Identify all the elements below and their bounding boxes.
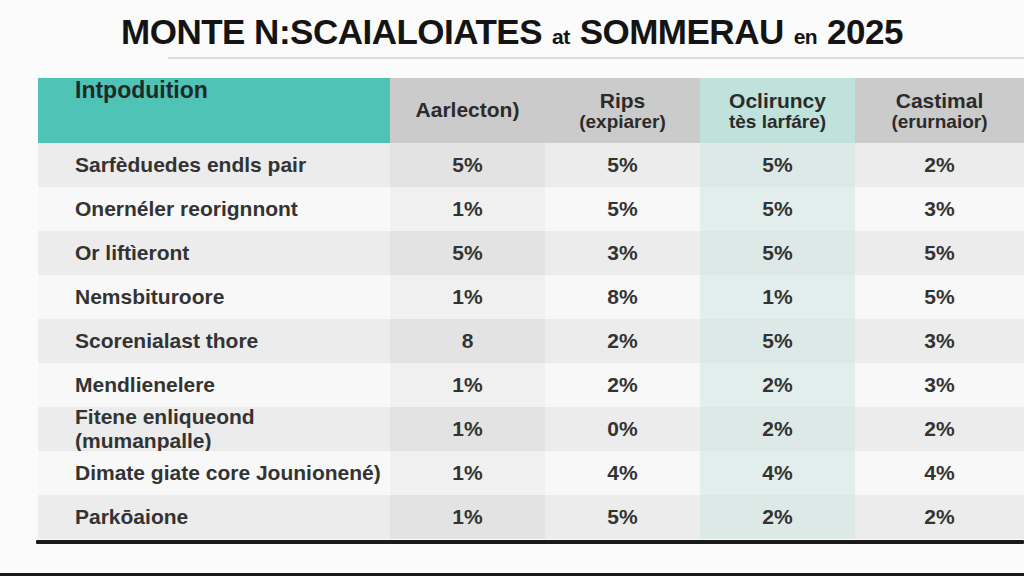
column-header-intpoduition: Intpoduition — [38, 78, 390, 143]
table-cell: 1% — [700, 275, 855, 319]
column-header-aarlecton: Aarlecton) — [390, 78, 545, 143]
table-cell: 3% — [855, 187, 1024, 231]
table-cell: 3% — [545, 231, 700, 275]
table-cell: 1% — [390, 451, 545, 495]
row-label: Mendlienelere — [38, 363, 390, 407]
table-cell: 5% — [700, 231, 855, 275]
page-title: MONTE N:SCAIALOIATES at SOMMERAU en 2025 — [0, 12, 1024, 52]
table-cell: 2% — [700, 407, 855, 451]
column-header-label: Rips — [600, 90, 646, 112]
page: MONTE N:SCAIALOIATES at SOMMERAU en 2025… — [0, 0, 1024, 576]
title-main-1: MONTE N:SCAIALOIATES — [121, 12, 542, 51]
table-cell: 1% — [390, 363, 545, 407]
title-connector-1: at — [552, 25, 570, 48]
table-cell: 5% — [700, 319, 855, 363]
table-cell: 5% — [545, 187, 700, 231]
row-label: Onernéler reorignnont — [38, 187, 390, 231]
table-cell: 8 — [390, 319, 545, 363]
row-label: Sarfèduedes endls pair — [38, 143, 390, 187]
table-cell: 5% — [545, 495, 700, 539]
column-header-sublabel: tès larfáre) — [729, 112, 826, 132]
column-header-sublabel: (expiarer) — [579, 112, 666, 132]
table-cell: 2% — [545, 363, 700, 407]
column-header-label: Aarlecton) — [416, 99, 520, 121]
table-cell: 4% — [545, 451, 700, 495]
table-cell: 4% — [855, 451, 1024, 495]
table-cell: 2% — [700, 363, 855, 407]
table-cell: 5% — [855, 231, 1024, 275]
row-label: Scorenialast thore — [38, 319, 390, 363]
column-header-label: Ocliruncy — [729, 90, 826, 112]
column-header-sublabel: (erurnaior) — [891, 112, 987, 132]
row-label: Fitene enliqueond (mumanpalle) — [38, 407, 390, 451]
table-cell: 2% — [545, 319, 700, 363]
table-cell: 3% — [855, 319, 1024, 363]
column-header-ocliruncy: Ocliruncy tès larfáre) — [700, 78, 855, 143]
column-header-label: Castimal — [896, 90, 984, 112]
table-cell: 2% — [855, 495, 1024, 539]
table-bottom-rule — [36, 540, 1024, 544]
row-label: Parkōaione — [38, 495, 390, 539]
table-cell: 2% — [855, 407, 1024, 451]
table-cell: 1% — [390, 495, 545, 539]
table-cell: 5% — [855, 275, 1024, 319]
table-cell: 2% — [855, 143, 1024, 187]
column-header-label: Intpoduition — [75, 78, 208, 102]
row-label: Nemsbituroore — [38, 275, 390, 319]
table-cell: 8% — [545, 275, 700, 319]
title-underline — [168, 57, 1024, 59]
table-cell: 2% — [700, 495, 855, 539]
row-label: Dimate giate core Jounionené) — [38, 451, 390, 495]
row-label: Or liftìeront — [38, 231, 390, 275]
table-cell: 5% — [390, 231, 545, 275]
title-main-2: SOMMERAU — [580, 12, 784, 51]
table-cell: 3% — [855, 363, 1024, 407]
table-cell: 5% — [390, 143, 545, 187]
table-cell: 1% — [390, 187, 545, 231]
table-cell: 0% — [545, 407, 700, 451]
table-cell: 4% — [700, 451, 855, 495]
table-cell: 1% — [390, 407, 545, 451]
column-header-rips: Rips (expiarer) — [545, 78, 700, 143]
table-cell: 5% — [700, 143, 855, 187]
title-year: 2025 — [827, 12, 903, 51]
data-table: Intpoduition Aarlecton) Rips (expiarer) … — [38, 78, 1024, 539]
column-header-castimal: Castimal (erurnaior) — [855, 78, 1024, 143]
table-cell: 1% — [390, 275, 545, 319]
table-cell: 5% — [700, 187, 855, 231]
table-cell: 5% — [545, 143, 700, 187]
title-connector-2: en — [794, 25, 818, 48]
